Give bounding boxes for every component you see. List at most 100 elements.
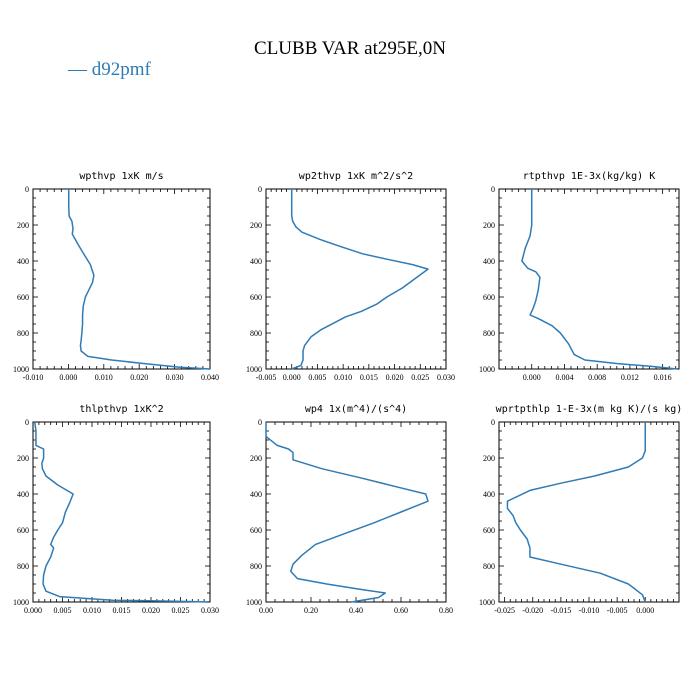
x-tick-label: 0.000 — [636, 606, 654, 615]
plot-frame — [498, 421, 680, 603]
x-tick-label: -0.025 — [494, 606, 515, 615]
y-tick-label: 200 — [250, 454, 262, 463]
x-tick-label: 0.030 — [166, 373, 184, 382]
y-tick-label: 600 — [483, 526, 495, 535]
y-tick-label: 1000 — [246, 365, 262, 374]
y-tick-label: 600 — [17, 293, 29, 302]
x-tick-label: 0.025 — [411, 373, 429, 382]
x-tick-label: -0.010 — [23, 373, 44, 382]
panel-6: wprtpthlp 1-E-3x(m kg K)/(s kg)0 200 400 60… — [479, 404, 682, 615]
x-tick-label: 0.015 — [360, 373, 378, 382]
panel-1: wpthvp 1xK m/s 0 200 400 600 800 1000-0.010 0.0… — [13, 171, 219, 382]
series-line-1 — [34, 421, 208, 603]
x-tick-label: 0.015 — [113, 606, 131, 615]
x-tick-label: -0.010 — [579, 606, 600, 615]
panel-title: wp2thvp 1xK m^2/s^2 — [299, 171, 413, 182]
x-tick-label: -0.005 — [256, 373, 277, 382]
x-tick-label: 0.20 — [304, 606, 318, 615]
x-tick-label: 0.010 — [83, 606, 101, 615]
x-tick-label: 0.020 — [142, 606, 160, 615]
x-tick-label: 0.40 — [349, 606, 363, 615]
x-tick-label: 0.000 — [523, 373, 541, 382]
y-tick-label: 200 — [250, 221, 262, 230]
x-tick-label: 0.030 — [437, 373, 455, 382]
y-tick-label: 0 — [491, 185, 495, 194]
panel-2: wp2thvp 1xK m^2/s^2 0 200 400 600 800 1000-0.0… — [246, 171, 455, 382]
x-tick-label: 0.025 — [172, 606, 190, 615]
x-tick-label: -0.015 — [551, 606, 572, 615]
x-tick-label: 0.00 — [259, 606, 273, 615]
x-tick-label: 0.004 — [555, 373, 573, 382]
y-tick-label: 800 — [483, 562, 495, 571]
panel-title: wpthvp 1xK m/s — [79, 171, 163, 182]
y-tick-label: 800 — [250, 562, 262, 571]
series-line-1 — [265, 422, 429, 603]
y-tick-label: 1000 — [479, 365, 495, 374]
x-tick-label: 0.000 — [24, 606, 42, 615]
x-tick-label: -0.020 — [522, 606, 543, 615]
plot-frame — [265, 188, 447, 370]
y-tick-label: 400 — [250, 490, 262, 499]
x-tick-label: 0.020 — [130, 373, 148, 382]
panel-title: wprtpthlp 1-E-3x(m kg K)/(s kg) — [496, 404, 683, 415]
x-tick-label: 0.005 — [308, 373, 326, 382]
y-tick-label: 400 — [483, 490, 495, 499]
y-tick-label: 800 — [483, 329, 495, 338]
series-line-1 — [290, 189, 429, 370]
x-tick-label: 0.020 — [386, 373, 404, 382]
y-tick-label: 400 — [17, 257, 29, 266]
x-tick-label: 0.005 — [54, 606, 72, 615]
series-line-1 — [68, 189, 211, 370]
y-tick-label: 0 — [258, 185, 262, 194]
y-tick-label: 200 — [17, 454, 29, 463]
y-tick-label: 800 — [17, 562, 29, 571]
plot-frame — [32, 188, 211, 370]
y-tick-label: 600 — [250, 293, 262, 302]
x-tick-label: 0.040 — [201, 373, 219, 382]
series-line-1 — [521, 189, 678, 370]
y-tick-label: 800 — [250, 329, 262, 338]
y-tick-label: 800 — [17, 329, 29, 338]
x-tick-label: 0.030 — [201, 606, 219, 615]
x-tick-label: 0.000 — [283, 373, 301, 382]
y-tick-label: 1000 — [13, 598, 29, 607]
y-tick-label: 400 — [483, 257, 495, 266]
panel-title: thlpthvp 1xK^2 — [79, 404, 163, 415]
y-tick-label: 200 — [17, 221, 29, 230]
y-tick-label: 400 — [250, 257, 262, 266]
legend-entry: — d92pmf — [67, 59, 152, 80]
x-tick-label: 0.60 — [394, 606, 408, 615]
plot-frame — [32, 421, 211, 603]
y-tick-label: 200 — [483, 454, 495, 463]
y-tick-label: 400 — [17, 490, 29, 499]
y-tick-label: 0 — [491, 418, 495, 427]
x-tick-label: 0.010 — [334, 373, 352, 382]
x-tick-label: 0.016 — [654, 373, 672, 382]
y-tick-label: 1000 — [13, 365, 29, 374]
x-tick-label: -0.005 — [607, 606, 628, 615]
y-tick-label: 1000 — [246, 598, 262, 607]
plot-frame — [265, 421, 447, 603]
y-tick-label: 200 — [483, 221, 495, 230]
y-tick-label: 0 — [25, 185, 29, 194]
y-tick-label: 0 — [25, 418, 29, 427]
y-tick-label: 600 — [17, 526, 29, 535]
panel-title: rtpthvp 1E-3x(kg/kg) K — [523, 171, 655, 182]
panel-3: rtpthvp 1E-3x(kg/kg) K 0 200 400 600 800 1000 0… — [479, 171, 680, 382]
y-tick-label: 600 — [483, 293, 495, 302]
x-tick-label: 0.010 — [95, 373, 113, 382]
x-tick-label: 0.80 — [439, 606, 453, 615]
series-line-1 — [506, 422, 646, 603]
plot-frame — [498, 188, 680, 370]
y-tick-label: 0 — [258, 418, 262, 427]
x-tick-label: 0.000 — [59, 373, 77, 382]
panel-title: wp4 1x(m^4)/(s^4) — [305, 404, 407, 415]
x-tick-label: 0.012 — [621, 373, 639, 382]
x-tick-label: 0.008 — [588, 373, 606, 382]
y-tick-label: 600 — [250, 526, 262, 535]
figure-title: CLUBB VAR at295E,0N — [254, 38, 446, 59]
